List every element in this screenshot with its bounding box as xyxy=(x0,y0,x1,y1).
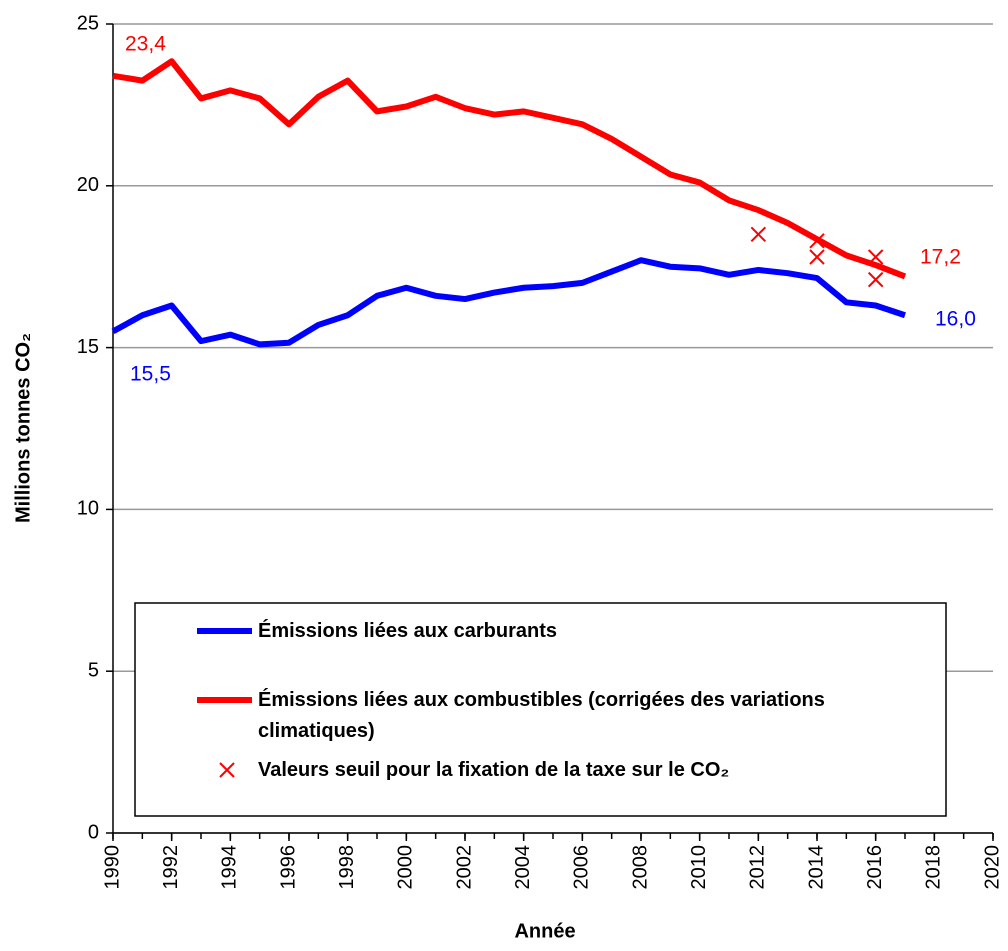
threshold-marker xyxy=(750,226,767,243)
x-tick-label: 2012 xyxy=(747,845,769,890)
series-line xyxy=(112,58,907,280)
threshold-marker xyxy=(867,271,884,288)
x-tick-label: 2016 xyxy=(864,845,886,890)
data-label: 17,2 xyxy=(920,246,961,269)
legend-box xyxy=(134,602,947,817)
y-tick-label: 5 xyxy=(88,659,99,681)
threshold-marker xyxy=(809,249,825,265)
x-tick-label: 2020 xyxy=(981,845,1003,890)
x-tick-label: 1998 xyxy=(336,845,358,890)
data-label: 23,4 xyxy=(125,33,166,56)
x-tick-label: 2014 xyxy=(805,845,827,890)
y-tick-label: 0 xyxy=(88,821,99,843)
x-tick-label: 2000 xyxy=(395,845,417,890)
threshold-marker xyxy=(867,249,884,265)
data-label: 15,5 xyxy=(130,363,171,386)
x-tick-label: 2006 xyxy=(571,845,593,890)
x-tick-label: 1992 xyxy=(160,845,182,890)
threshold-marker xyxy=(809,233,825,249)
data-label: 16,0 xyxy=(935,308,976,331)
x-tick-label: 1996 xyxy=(277,845,299,890)
x-tick-label: 2010 xyxy=(688,845,710,890)
x-tick-label: 2018 xyxy=(923,845,945,890)
legend-label: Valeurs seuil pour la fixation de la tax… xyxy=(258,759,730,781)
x-tick-label: 2008 xyxy=(629,845,651,890)
y-tick-label: 20 xyxy=(77,174,99,196)
y-tick-label: 15 xyxy=(77,336,99,358)
x-tick-label: 1994 xyxy=(219,845,241,890)
x-tick-label: 2004 xyxy=(512,845,534,890)
legend-marker xyxy=(219,762,235,778)
x-tick-label: 1990 xyxy=(101,845,123,890)
x-tick-label: 2002 xyxy=(453,845,475,890)
legend-label: Émissions liées aux carburants xyxy=(258,620,558,642)
x-axis-label: Année xyxy=(514,920,575,942)
series-line xyxy=(111,257,906,348)
y-tick-label: 10 xyxy=(77,498,99,520)
y-tick-label: 25 xyxy=(77,12,99,34)
legend-label: Émissions liées aux combustibles (corrig… xyxy=(258,689,825,742)
y-axis-label: Millions tonnes CO₂ xyxy=(12,333,34,523)
